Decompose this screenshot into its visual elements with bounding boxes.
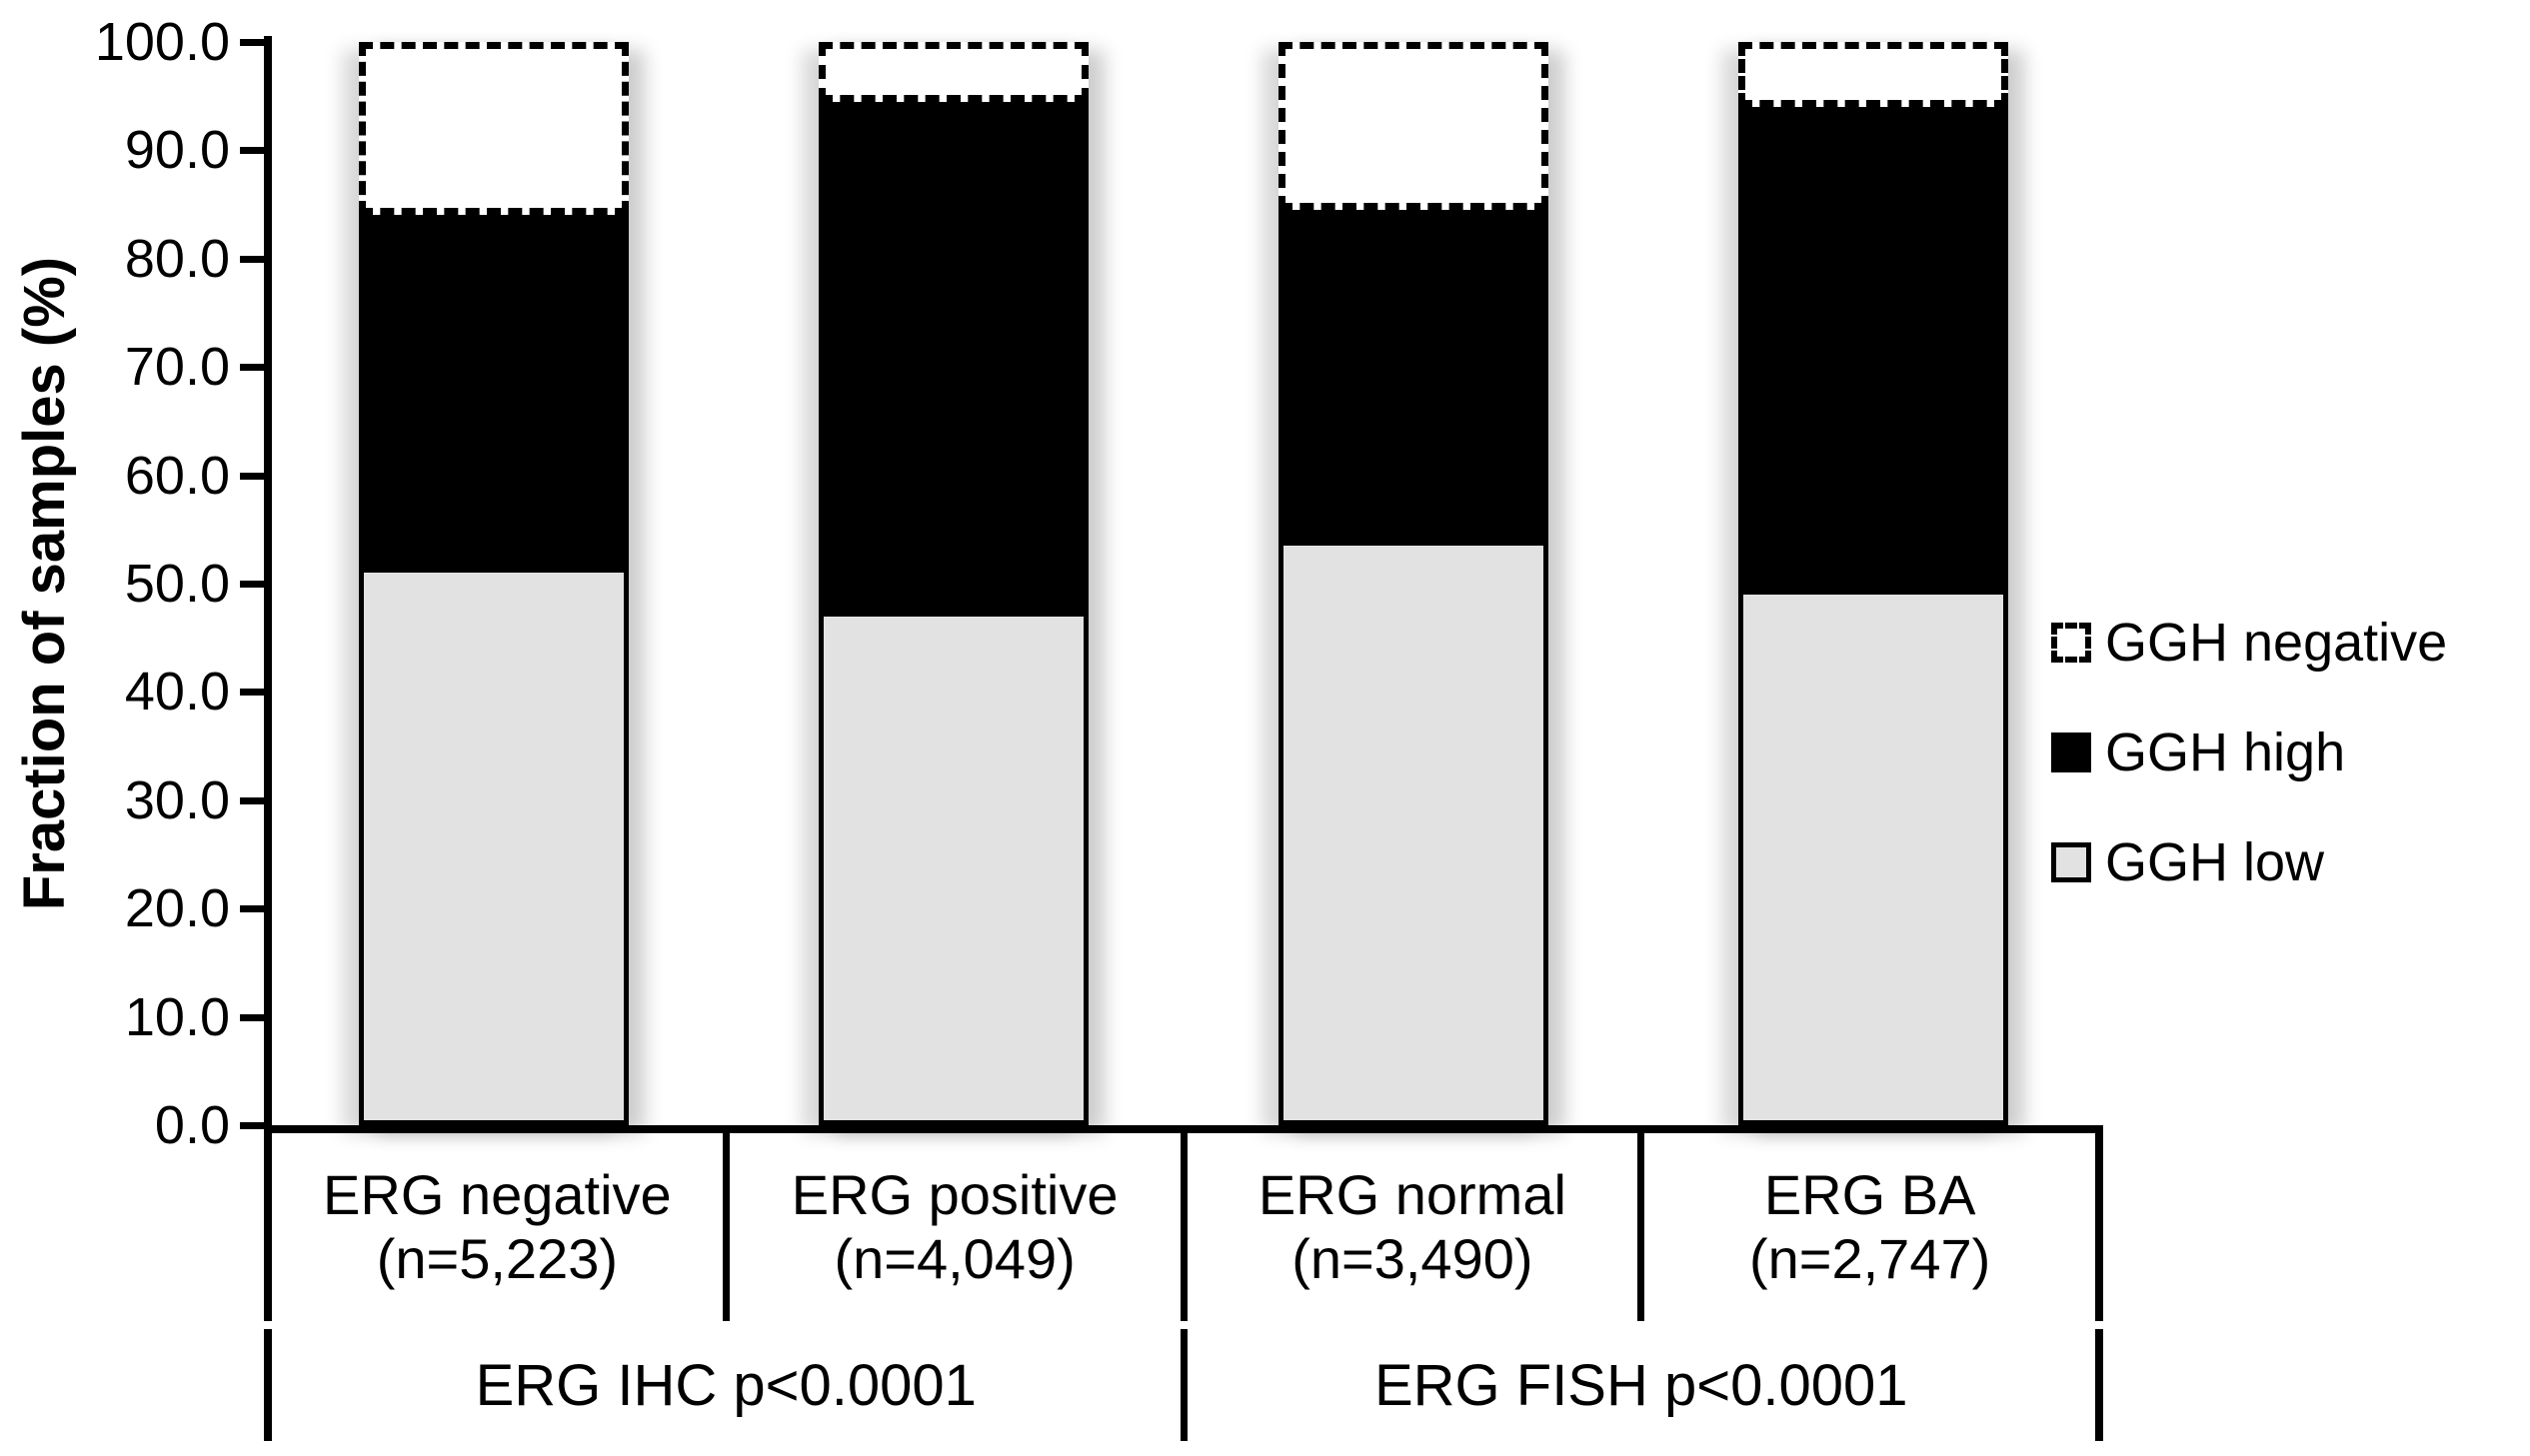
bar-segment-ggh-high xyxy=(359,215,629,574)
y-tick-label: 30.0 xyxy=(124,769,230,830)
y-tick xyxy=(240,1013,264,1021)
bar-erg-negative xyxy=(359,42,629,1125)
y-tick xyxy=(240,364,264,372)
category-name: ERG positive xyxy=(791,1163,1119,1226)
y-tick xyxy=(240,796,264,804)
bar-segment-ggh-high xyxy=(1278,210,1548,547)
y-tick xyxy=(240,147,264,155)
legend-label: GGH negative xyxy=(2105,613,2448,673)
category-row: ERG negative (n=5,223) ERG positive (n=4… xyxy=(264,1125,2103,1321)
bar-segment-ggh-high xyxy=(1738,107,2008,595)
category-name: ERG negative xyxy=(323,1163,672,1226)
y-tick xyxy=(240,581,264,588)
y-tick xyxy=(240,255,264,263)
group-cell-erg-ihc: ERG IHC p<0.0001 xyxy=(272,1329,1188,1441)
legend-label: GGH low xyxy=(2105,832,2325,892)
bar-segment-ggh-low xyxy=(1738,594,2008,1125)
category-n: (n=2,747) xyxy=(1748,1227,1991,1290)
legend-label: GGH high xyxy=(2105,723,2346,782)
y-tick-label: 20.0 xyxy=(124,878,230,939)
category-cell-erg-negative: ERG negative (n=5,223) xyxy=(272,1133,730,1321)
y-tick xyxy=(240,39,264,46)
category-name: ERG normal xyxy=(1258,1163,1566,1226)
bar-segment-ggh-low xyxy=(359,573,629,1125)
group-label: ERG IHC p<0.0001 xyxy=(475,1352,977,1418)
legend-item-ggh-low: GGH low xyxy=(2051,835,2447,889)
y-tick-label: 0.0 xyxy=(154,1095,230,1155)
y-tick xyxy=(240,905,264,913)
y-tick-label: 90.0 xyxy=(124,120,230,181)
bar-segment-ggh-low xyxy=(1278,546,1548,1125)
category-name: ERG BA xyxy=(1763,1163,1976,1226)
category-n: (n=3,490) xyxy=(1291,1227,1533,1290)
bar-segment-ggh-negative xyxy=(359,42,629,216)
y-tick xyxy=(240,1122,264,1129)
y-tick-label: 50.0 xyxy=(124,554,230,614)
y-tick-label: 70.0 xyxy=(124,337,230,398)
bar-erg-normal xyxy=(1278,42,1548,1125)
category-cell-erg-positive: ERG positive (n=4,049) xyxy=(730,1133,1188,1321)
y-tick-label: 60.0 xyxy=(124,445,230,506)
legend-item-ggh-high: GGH high xyxy=(2051,726,2447,779)
bar-segment-ggh-negative xyxy=(1738,42,2008,108)
category-cell-erg-ba: ERG BA (n=2,747) xyxy=(1644,1133,2095,1321)
group-label: ERG FISH p<0.0001 xyxy=(1373,1352,1908,1418)
y-tick xyxy=(240,689,264,697)
y-tick xyxy=(240,472,264,480)
category-cell-erg-normal: ERG normal (n=3,490) xyxy=(1188,1133,1645,1321)
legend: GGH negative GGH high GGH low xyxy=(2051,616,2447,945)
y-axis-line xyxy=(264,36,272,1133)
bar-segment-ggh-low xyxy=(819,616,1089,1125)
y-tick-label: 10.0 xyxy=(124,986,230,1047)
y-tick-label: 100.0 xyxy=(94,12,230,72)
category-axis-table: ERG negative (n=5,223) ERG positive (n=4… xyxy=(264,1125,2103,1441)
category-n: (n=5,223) xyxy=(376,1227,619,1290)
bar-segment-ggh-high xyxy=(819,101,1089,617)
ggh-negative-swatch-icon xyxy=(2051,623,2091,663)
legend-item-ggh-negative: GGH negative xyxy=(2051,616,2447,670)
bar-segment-ggh-negative xyxy=(1278,42,1548,211)
ggh-high-swatch-icon xyxy=(2051,732,2091,772)
bar-segment-ggh-negative xyxy=(819,42,1089,102)
group-cell-erg-fish: ERG FISH p<0.0001 xyxy=(1188,1329,2096,1441)
category-n: (n=4,049) xyxy=(834,1227,1076,1290)
bar-erg-ba xyxy=(1738,42,2008,1125)
y-tick-label: 40.0 xyxy=(124,662,230,723)
bar-erg-positive xyxy=(819,42,1089,1125)
y-tick-label: 80.0 xyxy=(124,228,230,289)
ggh-low-swatch-icon xyxy=(2051,842,2091,882)
group-row: ERG IHC p<0.0001 ERG FISH p<0.0001 xyxy=(264,1329,2103,1441)
